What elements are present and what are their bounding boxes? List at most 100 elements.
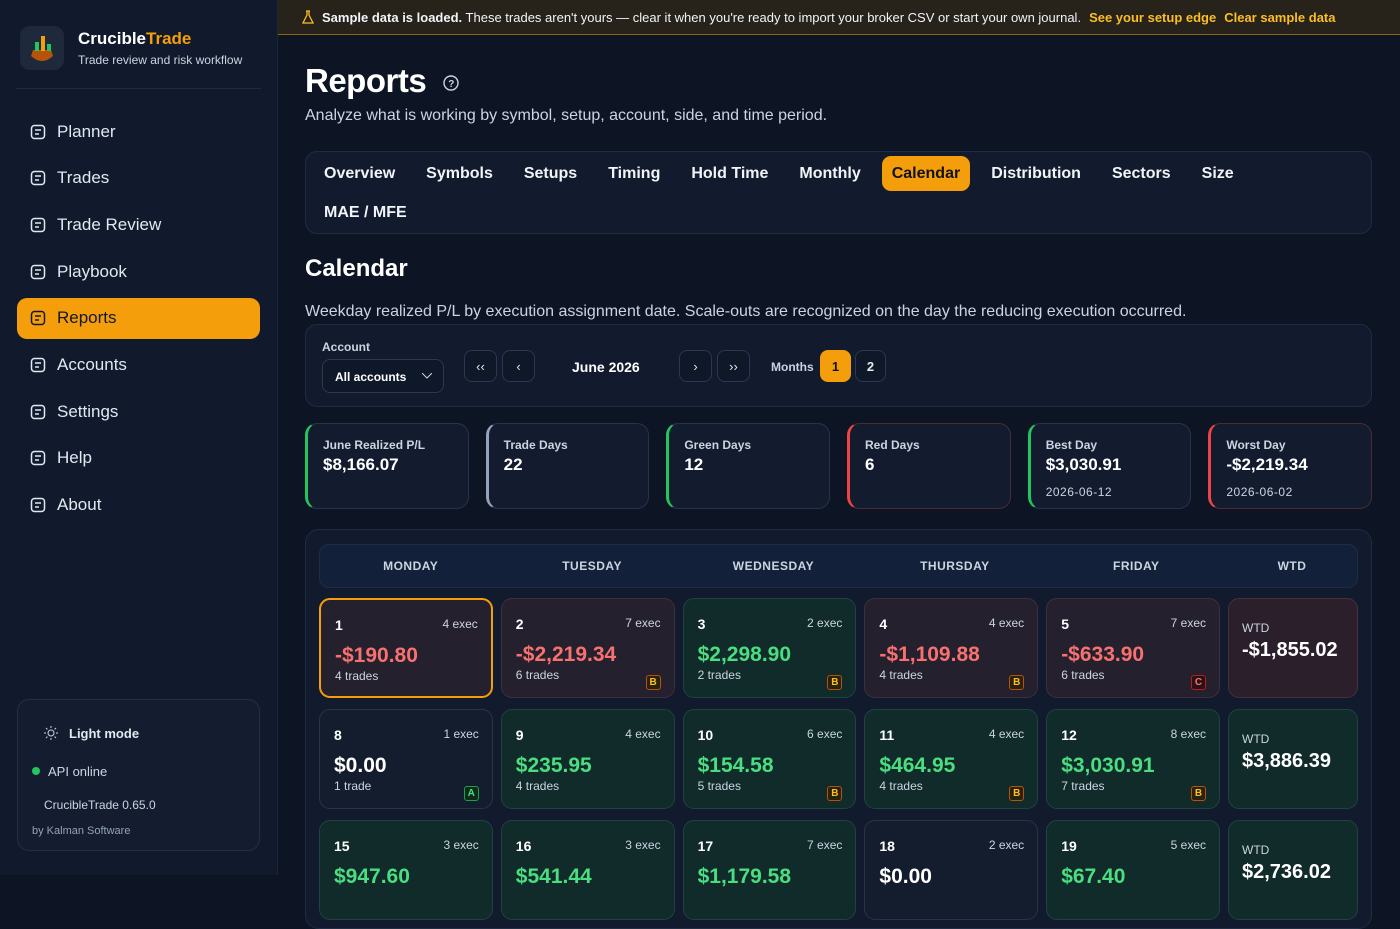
nav-item[interactable]: About [17,485,260,526]
nav-label: Trades [57,168,110,188]
nav-item[interactable]: Accounts [17,344,260,385]
tab[interactable]: Size [1201,164,1234,182]
nav-label: Settings [57,401,119,421]
day-cell[interactable]: 2 7 exec -$2,219.34 6 trades B [500,598,675,698]
nav-item[interactable]: Help [17,438,260,479]
nav-item[interactable]: Trades [17,158,260,199]
day-cell[interactable]: 1 4 exec -$190.80 4 trades [319,598,493,698]
grade-badge: B [827,786,843,801]
tab[interactable]: Overview [324,164,396,182]
stat-value: 12 [684,455,704,474]
day-cell[interactable]: 15 3 exec $947.60 [319,820,493,920]
brand-name-first: Crucible [78,29,147,48]
day-number: 8 [334,727,342,743]
day-pnl: $947.60 [334,865,410,888]
clear-sample-link[interactable]: Clear sample data [1224,9,1336,25]
nav-item[interactable]: Reports [17,297,260,339]
stat-label: Best Day [1045,438,1098,452]
exec-count: 4 exec [988,616,1025,630]
stat-label: Red Days [865,438,920,452]
tab[interactable]: Sectors [1111,164,1171,182]
day-number: 19 [1061,838,1077,854]
day-pnl: $3,030.91 [1061,754,1155,777]
day-cell[interactable]: 5 7 exec -$633.90 6 trades C [1046,598,1220,698]
nav-item[interactable]: Playbook [17,251,260,292]
wtd-label: WTD [1242,621,1270,635]
help-icon[interactable]: ? [443,75,459,91]
day-pnl: $541.44 [515,865,592,888]
day-cell[interactable]: 18 2 exec $0.00 [864,820,1039,920]
calendar-controls: Account All accounts ‹‹ ‹ June 2026 › ››… [305,324,1372,407]
day-number: 17 [697,838,714,854]
tab[interactable]: Calendar [881,156,971,191]
page: CrucibleTrade Trade review and risk work… [16,0,1400,929]
day-cell[interactable]: 11 4 exec $464.95 4 trades B [864,709,1039,809]
sun-icon [44,726,58,740]
wtd-value: -$1,855.02 [1242,639,1338,661]
day-cell[interactable]: 10 6 exec $154.58 5 trades B [682,709,857,809]
theme-toggle[interactable]: Light mode [69,726,140,741]
nav-item[interactable]: Trade Review [17,204,260,245]
weekday-header: WEDNESDAY [732,559,815,573]
day-cell[interactable]: 8 1 exec $0.00 1 trade A [319,709,493,809]
stat-card: June Realized P/L $8,166.07 [305,423,469,509]
tab[interactable]: Timing [608,164,661,182]
stat-label: Green Days [684,438,752,452]
tab[interactable]: MAE / MFE [324,203,407,221]
prev-month-btn[interactable]: ‹ [502,350,535,382]
sidebar-footer: Light mode API online CrucibleTrade 0.65… [17,699,260,851]
weekday-header: TUESDAY [562,559,622,573]
exec-count: 7 exec [625,616,661,630]
banner-bold: Sample data is loaded. [322,9,463,25]
day-cell[interactable]: 9 4 exec $235.95 4 trades [500,709,675,809]
weekday-header: FRIDAY [1113,559,1160,573]
day-cell[interactable]: 19 5 exec $67.40 [1046,820,1220,920]
wtd-label: WTD [1242,732,1270,746]
day-cell[interactable]: 17 7 exec $1,179.58 [682,820,857,920]
nav-item[interactable]: Planner [17,111,260,152]
day-number: 5 [1061,616,1069,632]
wtd-value: $3,886.39 [1242,750,1331,772]
day-number: 3 [697,616,706,632]
nav-item[interactable]: Settings [17,391,260,432]
wtd-cell: WTD $2,736.02 [1228,820,1358,920]
weekday-header: THURSDAY [920,559,990,573]
tab[interactable]: Symbols [426,164,493,182]
current-month: June 2026 [572,359,640,375]
wtd-value: $2,736.02 [1242,861,1331,883]
tab[interactable]: Distribution [991,164,1081,182]
exec-count: 2 exec [988,838,1025,852]
next-month-btn[interactable]: › [679,350,712,382]
divider [16,88,261,89]
day-cell[interactable]: 16 3 exec $541.44 [500,820,675,920]
sample-banner: Sample data is loaded. These trades aren… [278,0,1400,35]
months-option[interactable]: 1 [820,350,851,382]
page-subtitle: Analyze what is working by symbol, setup… [305,107,828,124]
setup-edge-link[interactable]: See your setup edge [1089,9,1217,25]
trade-count: 6 trades [1061,668,1105,682]
account-select[interactable]: All accounts [322,359,444,393]
day-cell[interactable]: 3 2 exec $2,298.90 2 trades B [682,598,857,698]
trade-count: 4 trades [515,779,560,793]
exec-count: 4 exec [442,617,478,631]
stat-value: $8,166.07 [323,455,399,474]
first-month-btn[interactable]: ‹‹ [464,350,497,382]
tab[interactable]: Hold Time [691,164,769,182]
tab[interactable]: Setups [523,164,578,182]
flask-icon [302,10,314,24]
day-cell[interactable]: 4 4 exec -$1,109.88 4 trades B [864,598,1039,698]
nav-icon [30,124,46,139]
nav-icon [30,404,46,419]
calendar: MONDAY TUESDAY WEDNESDAY THURSDAY FRIDAY WTD 1… [305,529,1372,929]
stat-card: Green Days 12 [666,423,831,509]
exec-count: 1 exec [443,727,479,741]
nav-label: Playbook [57,261,127,281]
tab[interactable]: Monthly [799,164,861,182]
exec-count: 3 exec [625,838,661,852]
day-cell[interactable]: 12 8 exec $3,030.91 7 trades B [1046,709,1220,809]
day-pnl: $235.95 [515,754,592,777]
last-month-btn[interactable]: ›› [717,350,750,382]
months-option[interactable]: 2 [855,350,886,382]
trade-count: 5 trades [697,779,741,793]
